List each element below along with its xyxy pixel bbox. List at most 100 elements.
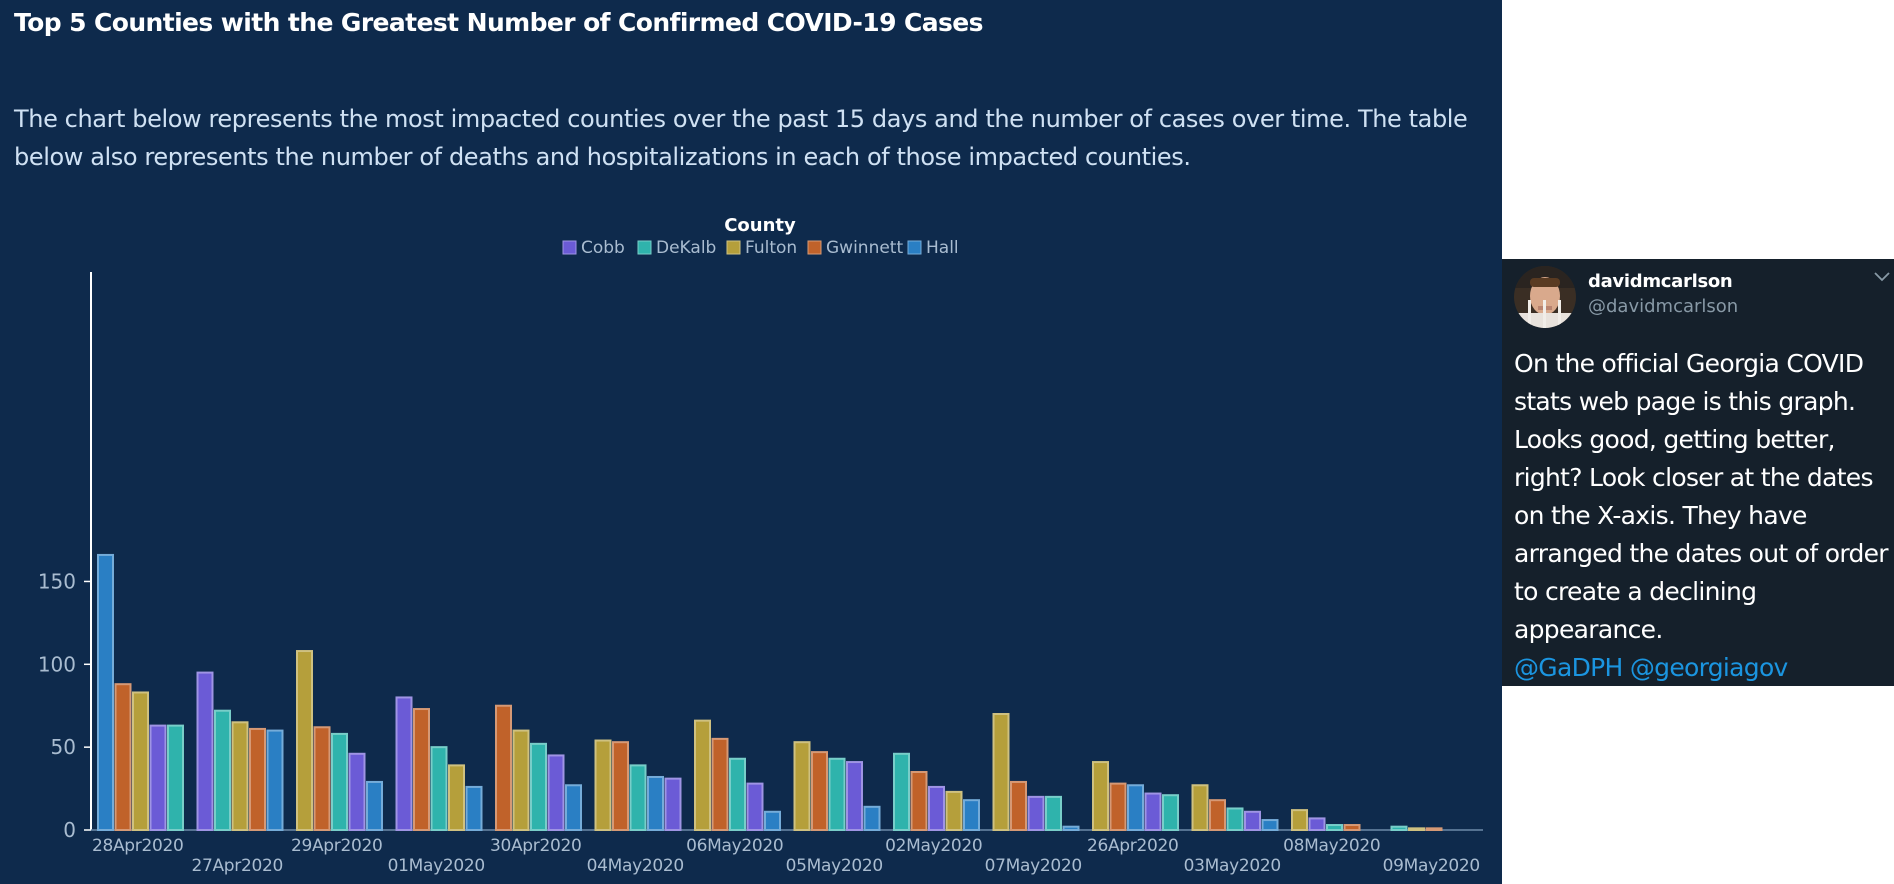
bar-hall-06may2020 — [764, 810, 781, 832]
bar-hall-26apr2020 — [1127, 784, 1144, 831]
chart-panel: Top 5 Counties with the Greatest Number … — [0, 0, 1502, 884]
bar-gwinnett-27apr2020 — [249, 727, 266, 831]
bar-gwinnett-05may2020 — [811, 751, 828, 831]
x-tick-label: 30Apr2020 — [490, 836, 582, 856]
bar-fulton-06may2020 — [694, 719, 711, 831]
y-tick-label: 100 — [38, 652, 76, 676]
bar-chart: 0 50 100 150 28Apr2020 27Apr2020 29Apr202001Ma… — [38, 215, 1483, 876]
x-tick-label: 08May2020 — [1283, 836, 1380, 856]
legend-swatch-gwinnett — [807, 240, 822, 255]
bar-fulton-27apr2020 — [231, 721, 249, 831]
bar-hall-28apr2020 — [97, 553, 114, 831]
x-tick-label: 05May2020 — [786, 856, 883, 876]
x-tick-label: 29Apr2020 — [291, 836, 383, 856]
bar-gwinnett-07may2020 — [1010, 780, 1027, 832]
bar-dekalb-05may2020 — [828, 757, 846, 832]
bar-fulton-08may2020 — [1291, 809, 1308, 832]
bar-hall-03may2020 — [1261, 819, 1279, 831]
bar-cobb-26apr2020 — [1144, 792, 1162, 832]
bar-hall-05may2020 — [863, 805, 881, 832]
legend-swatch-fulton — [726, 240, 741, 255]
legend-label-dekalb: DeKalb — [656, 238, 716, 258]
bar-fulton-07may2020 — [992, 713, 1010, 832]
legend-swatch-hall — [907, 240, 922, 255]
bar-fulton-03may2020 — [1191, 784, 1209, 831]
bar-cobb-05may2020 — [846, 761, 863, 831]
legend-label-gwinnett: Gwinnett — [826, 238, 903, 258]
bar-fulton-01may2020 — [448, 764, 465, 832]
bar-fulton-02may2020 — [945, 790, 963, 831]
x-tick-label: 07May2020 — [985, 856, 1082, 876]
bar-cobb-08may2020 — [1308, 817, 1326, 832]
chart-description: The chart below represents the most impa… — [14, 105, 1468, 171]
legend-label-hall: Hall — [926, 238, 959, 258]
bar-hall-07may2020 — [1062, 825, 1080, 831]
y-tick-label: 150 — [38, 569, 76, 593]
bar-hall-04may2020 — [647, 775, 664, 832]
bar-gwinnett-04may2020 — [612, 741, 629, 832]
bar-cobb-02may2020 — [928, 785, 945, 832]
mention-georgiagov[interactable]: @georgiagov — [1629, 653, 1788, 682]
legend-title: County — [724, 215, 796, 236]
x-tick-label: 27Apr2020 — [191, 856, 283, 876]
x-tick-label: 26Apr2020 — [1087, 836, 1179, 856]
bar-fulton-05may2020 — [793, 741, 811, 832]
bar-gwinnett-06may2020 — [711, 737, 729, 831]
bar-dekalb-28apr2020 — [167, 724, 184, 832]
bar-fulton-04may2020 — [594, 739, 612, 831]
bar-dekalb-04may2020 — [629, 764, 647, 832]
bar-gwinnett-29apr2020 — [313, 726, 331, 831]
bar-cobb-06may2020 — [746, 782, 764, 832]
x-tick-label: 03May2020 — [1184, 856, 1281, 876]
bar-hall-02may2020 — [963, 799, 980, 832]
x-tick-label: 28Apr2020 — [92, 836, 184, 856]
bar-dekalb-30apr2020 — [530, 742, 547, 831]
tweet-handle[interactable]: @davidmcarlson — [1588, 296, 1739, 317]
bar-cobb-28apr2020 — [149, 724, 167, 832]
bar-dekalb-29apr2020 — [331, 732, 348, 831]
x-tick-label: 09May2020 — [1383, 856, 1480, 876]
mention-gadph[interactable]: @GaDPH — [1514, 653, 1623, 682]
bar-cobb-07may2020 — [1027, 795, 1045, 831]
legend-label-fulton: Fulton — [745, 238, 797, 258]
bar-hall-01may2020 — [465, 785, 483, 832]
bar-gwinnett-28apr2020 — [114, 683, 132, 832]
bar-fulton-26apr2020 — [1092, 761, 1109, 831]
legend-swatch-dekalb — [637, 240, 652, 255]
bar-hall-27apr2020 — [266, 729, 284, 832]
bar-gwinnett-08may2020 — [1343, 824, 1361, 831]
tweet-text: On the official Georgia COVID stats web … — [1514, 345, 1894, 686]
x-tick-label: 04May2020 — [587, 856, 684, 876]
bar-cobb-03may2020 — [1244, 810, 1261, 832]
chart-title: Top 5 Counties with the Greatest Number … — [14, 8, 984, 37]
bar-hall-29apr2020 — [366, 780, 383, 832]
bar-fulton-09may2020 — [1408, 827, 1425, 832]
bar-dekalb-02may2020 — [893, 752, 910, 832]
bar-dekalb-26apr2020 — [1162, 794, 1179, 832]
tweet-card[interactable]: davidmcarlson @davidmcarlson On the offi… — [1502, 259, 1894, 686]
bar-cobb-27apr2020 — [196, 671, 214, 832]
bar-cobb-29apr2020 — [348, 752, 366, 832]
bar-cobb-01may2020 — [395, 696, 413, 831]
bar-dekalb-06may2020 — [729, 757, 746, 832]
y-tick-label: 50 — [51, 735, 76, 759]
bar-dekalb-01may2020 — [430, 746, 448, 832]
bar-dekalb-08may2020 — [1326, 824, 1343, 831]
bar-gwinnett-30apr2020 — [495, 704, 512, 831]
bar-gwinnett-09may2020 — [1425, 827, 1443, 832]
tweet-body: On the official Georgia COVID stats web … — [1514, 349, 1889, 644]
bar-fulton-29apr2020 — [296, 650, 313, 831]
chevron-down-icon[interactable] — [1873, 269, 1891, 283]
bar-dekalb-03may2020 — [1226, 807, 1244, 831]
bar-dekalb-07may2020 — [1045, 795, 1062, 831]
bar-gwinnett-02may2020 — [910, 771, 928, 832]
avatar-photo-icon[interactable] — [1514, 266, 1576, 328]
tweet-display-name[interactable]: davidmcarlson — [1588, 271, 1733, 292]
legend-label-cobb: Cobb — [581, 238, 625, 258]
legend-swatch-cobb — [562, 240, 577, 255]
x-tick-label: 02May2020 — [885, 836, 982, 856]
x-tick-label: 01May2020 — [388, 856, 485, 876]
bar-gwinnett-03may2020 — [1209, 799, 1226, 832]
bar-dekalb-27apr2020 — [214, 709, 231, 831]
bar-fulton-28apr2020 — [132, 691, 149, 831]
